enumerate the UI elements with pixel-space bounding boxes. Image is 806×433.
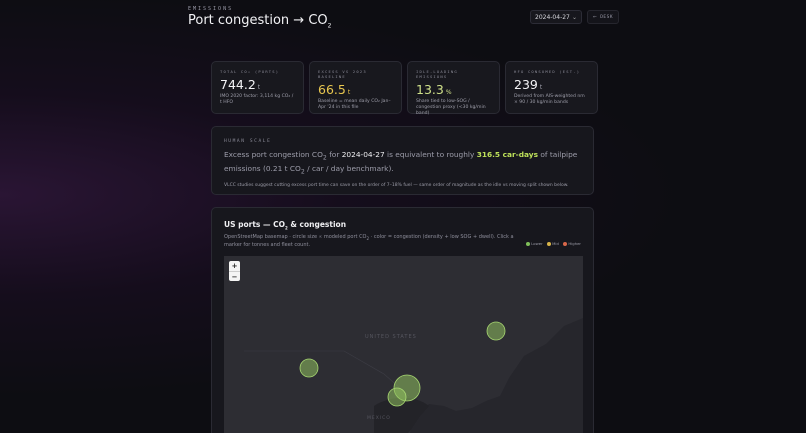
human-scale-date: 2024-04-27: [341, 150, 385, 159]
section-eyebrow: EMISSIONS: [188, 6, 234, 12]
port-marker[interactable]: [387, 387, 407, 407]
map-label-mexico: MEXICO: [367, 415, 391, 421]
kpi-card-total-co2: TOTAL CO₂ (PORTS) 744.2 t IMO 2020 factor…: [211, 61, 304, 114]
legend-item-higher: Higher: [562, 241, 581, 246]
date-select-value: 2024-04-27: [535, 13, 570, 21]
kpi-label: HFO CONSUMED (EST.): [514, 69, 581, 74]
zoom-controls: + −: [229, 261, 240, 281]
kpi-value: 13.3%: [416, 82, 452, 97]
gulf-water: [374, 397, 429, 433]
kpi-card-hfo-consumed: HFO CONSUMED (EST.) 239 t Derived from AI…: [505, 61, 598, 114]
north-america-land: [224, 256, 583, 433]
zoom-in-button[interactable]: +: [231, 262, 238, 270]
desk-button-label: DESK: [600, 14, 614, 20]
date-select[interactable]: 2024-04-27 ⌄: [530, 10, 582, 24]
port-marker[interactable]: [486, 321, 506, 341]
kpi-value: 239 t: [514, 77, 543, 92]
back-to-desk-button[interactable]: ← DESK: [587, 10, 619, 24]
kpi-note: Share tied to low-SOG / congestion proxy…: [416, 99, 486, 116]
map-legend: Lower Mid Higher: [525, 241, 581, 246]
kpi-cards: TOTAL CO₂ (PORTS) 744.2 t IMO 2020 factor…: [211, 61, 598, 116]
legend-item-lower: Lower: [525, 241, 543, 246]
map-label-us: UNITED STATES: [365, 334, 417, 340]
kpi-card-excess: EXCESS VS 2023 BASELINE 66.5 t Baseline =…: [309, 61, 402, 114]
human-scale-label: HUMAN SCALE: [224, 139, 272, 144]
zoom-out-button[interactable]: −: [229, 271, 240, 281]
human-scale-sentence: Excess port congestion CO2 for 2024-04-2…: [224, 150, 578, 176]
kpi-label: EXCESS VS 2023 BASELINE: [318, 69, 367, 79]
kpi-note: Baseline = mean daily CO₂ Jan–Apr '24 in…: [318, 99, 391, 110]
kpi-note: Derived from AIS-weighted nm × 90 / 30 k…: [514, 94, 585, 105]
chevron-down-icon: ⌄: [571, 13, 577, 21]
kpi-value: 744.2 t: [220, 77, 261, 92]
map-description: OpenStreetMap basemap · circle size ∝ mo…: [224, 233, 514, 248]
port-map[interactable]: UNITED STATES MEXICO + −: [224, 256, 583, 433]
kpi-label: IDLE-LOADING EMISSIONS: [416, 69, 458, 79]
port-marker[interactable]: [299, 358, 319, 378]
legend-item-mid: Mid: [546, 241, 559, 246]
car-days-value: 316.5 car-days: [476, 150, 538, 159]
map-title: US ports — CO2 & congestion: [224, 220, 347, 231]
human-scale-card: HUMAN SCALE Excess port congestion CO2 f…: [211, 126, 594, 195]
port-map-card: US ports — CO2 & congestion OpenStreetMa…: [211, 207, 594, 433]
kpi-card-idle-loading: IDLE-LOADING EMISSIONS 13.3% Share tied …: [407, 61, 500, 116]
arrow-left-icon: ←: [592, 14, 598, 20]
human-scale-footnote: VLCC studies suggest cutting excess port…: [224, 183, 569, 189]
kpi-value: 66.5 t: [318, 82, 351, 97]
page-title: Port congestion → CO2: [188, 13, 332, 30]
kpi-note: IMO 2020 factor: 3,114 kg CO₂ / t HFO: [220, 94, 294, 105]
kpi-label: TOTAL CO₂ (PORTS): [220, 69, 280, 74]
